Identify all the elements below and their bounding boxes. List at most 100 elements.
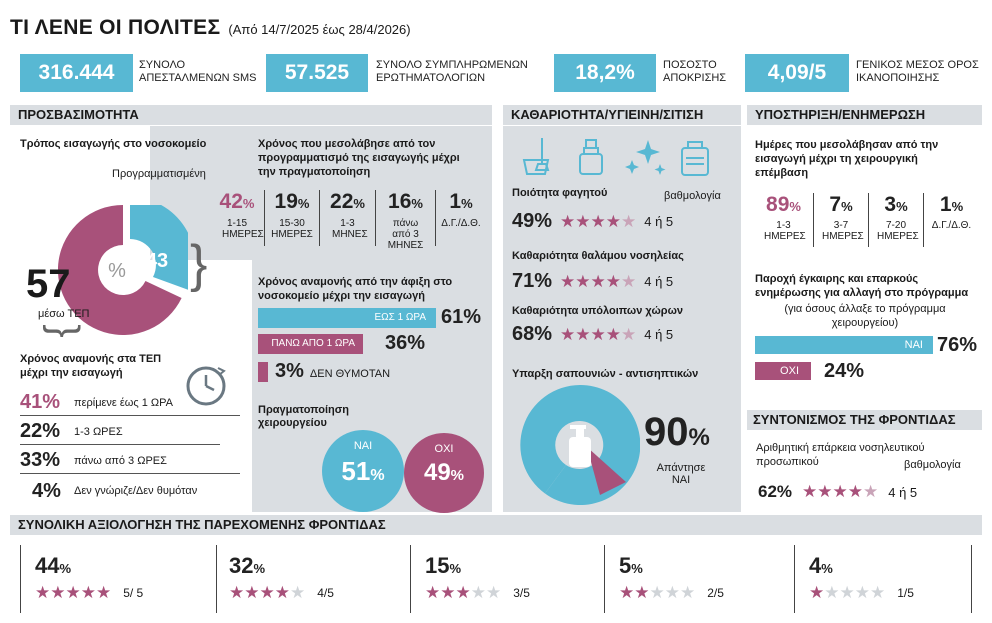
food-title: Ποιότητα φαγητού [512,187,608,199]
arrival-pct-2: 3% [275,360,304,382]
surgery-days-label: 3-7 ΗΜΕΡΕΣ [822,220,864,242]
overall-label: 2/5 [707,586,724,600]
arrival-panel [252,260,492,400]
tep-wait-row-3: 4% Δεν γνώριζε/Δεν θυμόταν [32,478,252,504]
star-rating: ★★★★★ [560,211,637,231]
kpi-questionnaires-label: ΣΥΝΟΛΟ ΣΥΜΠΛΗΡΩΜΕΝΩΝ ΕΡΩΤΗΜΑΤΟΛΟΓΙΩΝ [376,59,528,84]
scheduling-item: 19% 15-30 ΗΜΕΡΕΣ [265,190,320,246]
surgery-days-item: 7% 3-7 ΗΜΕΡΕΣ [814,193,869,247]
detergent-icon [681,141,709,176]
surgery-days-num: 3 [884,193,897,216]
brace-bottom: } [42,324,87,338]
food-rating-label: βαθμολογία [664,190,721,202]
tep-wait-label: Δεν γνώριζε/Δεν θυμόταν [74,485,198,497]
tep-value: 57 [26,262,71,306]
coord-row: 62% ★★★★★ 4 ή 5 [758,482,917,502]
surgery-no-circle: ΟΧΙ 49% [404,433,484,513]
arrival-bar-label: ΠΑΝΩ ΑΠΟ 1 ΩΡΑ [271,338,355,349]
kpi-response-label: ΠΟΣΟΣΤΟ ΑΠΟΚΡΙΣΗΣ [663,59,727,84]
soap-title: Υπαρξη σαπουνιών - αντισηπτικών [512,368,699,380]
overall-num: 15 [425,553,450,578]
scheduling-label: 1-3 ΜΗΝΕΣ [332,218,368,240]
scheduling-title: Χρόνος που μεσολάβησε από τον προγραμματ… [258,138,460,178]
room-title: Καθαριότητα θαλάμου νοσηλείας [512,250,684,262]
soap-label: Απάντησε ΝΑΙ [656,462,706,486]
clock-icon [186,366,226,406]
kpi-sms-label: ΣΥΝΟΛΟ ΑΠΕΣΤΑΛΜΕΝΩΝ SMS [139,59,257,84]
section-overall: ΣΥΝΟΛΙΚΗ ΑΞΙΟΛΟΓΗΣΗ ΤΗΣ ΠΑΡΕΧΟΜΕΝΗΣ ΦΡΟΝ… [10,515,982,535]
soap-pct-num: 90 [644,410,689,454]
section-clean: ΚΑΘΑΡΙΟΤΗΤΑ/ΥΓΙΕΙΝΗ/ΣΙΤΙΣΗ [503,105,741,125]
coord-title: Αριθμητική επάρκεια νοσηλευτικού προσωπι… [756,442,925,468]
scheduling-items: 42% 1-15 ΗΜΕΡΕΣ 19% 15-30 ΗΜΕΡΕΣ 22% 1-3… [210,190,490,251]
tep-wait-title: Χρόνος αναμονής στα ΤΕΠ μέχρι την εισαγω… [20,353,162,379]
info-bar-label: ΝΑΙ [904,339,923,351]
arrival-pct-0: 61% [441,306,482,328]
scheduling-num: 16 [388,190,412,213]
surgery-yes-num: 51 [341,456,371,486]
clean-rating: 4 ή 5 [644,214,674,229]
scheduling-num: 19 [274,190,298,213]
surgery-days-item: 3% 7-20 ΗΜΕΡΕΣ [869,193,924,247]
surgery-yes-circle: ΝΑΙ 51% [322,430,404,512]
arrival-bar-2 [258,362,268,382]
arrival-bar-0: ΕΩΣ 1 ΩΡΑ [258,308,436,328]
surgery-no-label: ΟΧΙ [434,443,454,455]
surgery-days-items: 89% 1-3 ΗΜΕΡΕΣ 7% 3-7 ΗΜΕΡΕΣ 3% 7-20 ΗΜΕ… [754,193,979,247]
coord-pct: 62% [758,482,793,501]
cleaning-icons [522,138,709,176]
star-rating: ★★★★★ [425,583,502,602]
scheduling-label: πάνω από 3 ΜΗΝΕΣ [387,218,424,251]
surgery-days-num: 7 [829,193,842,216]
overall-num: 5 [619,553,632,578]
tep-wait-row-0: 41% περίμενε έως 1 ΩΡΑ [20,390,240,416]
scheduling-item: 22% 1-3 ΜΗΝΕΣ [320,190,376,246]
coord-rating: 4 ή 5 [888,484,918,500]
tep-wait-row-1: 22% 1-3 ΩΡΕΣ [20,419,220,445]
info-bar-label: ΟΧΙ [780,365,799,377]
tep-wait-row-2: 33% πάνω από 3 ΩΡΕΣ [20,448,240,474]
star-rating: ★★★★★ [802,482,879,501]
coord-rating-label: βαθμολογία [904,459,961,471]
info-title: Παροχή έγκαιρης και επαρκούς ενημέρωσης … [755,273,969,299]
overall-label: 3/5 [513,586,530,600]
info-subtitle: (για όσους άλλαξε το πρόγραμμα χειρουργε… [784,303,946,329]
tep-wait-label: περίμενε έως 1 ΩΡΑ [74,396,173,409]
soap-donut [520,385,640,505]
surgery-no-num: 49 [423,459,451,486]
surgery-days-label: Δ.Γ./Δ.Θ. [931,220,972,231]
section-support: ΥΠΟΣΤΗΡΙΞΗ/ΕΝΗΜΕΡΩΣΗ [747,105,982,125]
surgery-yes-label: ΝΑΙ [353,440,373,452]
scheduling-label: 1-15 ΗΜΕΡΕΣ [222,218,264,240]
star-rating: ★★★★★ [809,583,886,602]
star-rating: ★★★★★ [35,583,112,602]
surgery-days-title: Ημέρες που μεσολάβησαν από την εισαγωγή … [755,139,939,179]
admission-title: Τρόπος εισαγωγής στο νοσοκομείο [20,138,207,150]
overall-card: 44% ★★★★★ 5/ 5 [20,545,200,613]
section-access: ΠΡΟΣΒΑΣΙΜΟΤΗΤΑ [10,105,492,125]
areas-title: Καθαριότητα υπόλοιπων χώρων [512,305,683,317]
surgery-days-item: 1% Δ.Γ./Δ.Θ. [924,193,979,247]
surgery-days-num: 89 [766,193,790,216]
info-pct-1: 24% [824,360,865,382]
clean-row-1: 71% ★★★★★ 4 ή 5 [512,270,673,293]
page-title: ΤΙ ΛΕΝΕ ΟΙ ΠΟΛΙΤΕΣ (Από 14/7/2025 έως 28… [10,16,411,40]
arrival-bar-label: ΕΩΣ 1 ΩΡΑ [374,312,426,323]
arrival-row-2: 3% ΔΕΝ ΘΥΜΟΤΑΝ [275,360,390,383]
overall-row: 44% ★★★★★ 5/ 5 32% ★★★★★ 4/5 15% ★★★★★ 3/5 … [10,545,982,615]
kpi-satisfaction-label: ΓΕΝΙΚΟΣ ΜΕΣΟΣ ΟΡΟΣ ΙΚΑΝΟΠΟΙΗΣΗΣ [856,59,979,84]
arrival-pct-1: 36% [385,332,426,354]
star-rating: ★★★★★ [229,583,306,602]
info-bar-1: ΟΧΙ [755,362,811,380]
spray-bottle-icon [579,139,603,175]
scheduling-label: Δ.Γ./Δ.Θ. [441,218,481,229]
admission-donut: % 43 [58,205,188,335]
info-pct-0: 76% [937,334,978,356]
donut-tep-slice [58,205,182,335]
overall-card: 32% ★★★★★ 4/5 [216,545,396,613]
overall-num: 32 [229,553,254,578]
overall-card: 5% ★★★★★ 2/5 [604,545,784,613]
surgery-days-label: 7-20 ΗΜΕΡΕΣ [877,220,919,242]
tep-wait-pct: 4% [32,479,61,502]
scheduling-num: 22 [330,190,354,213]
